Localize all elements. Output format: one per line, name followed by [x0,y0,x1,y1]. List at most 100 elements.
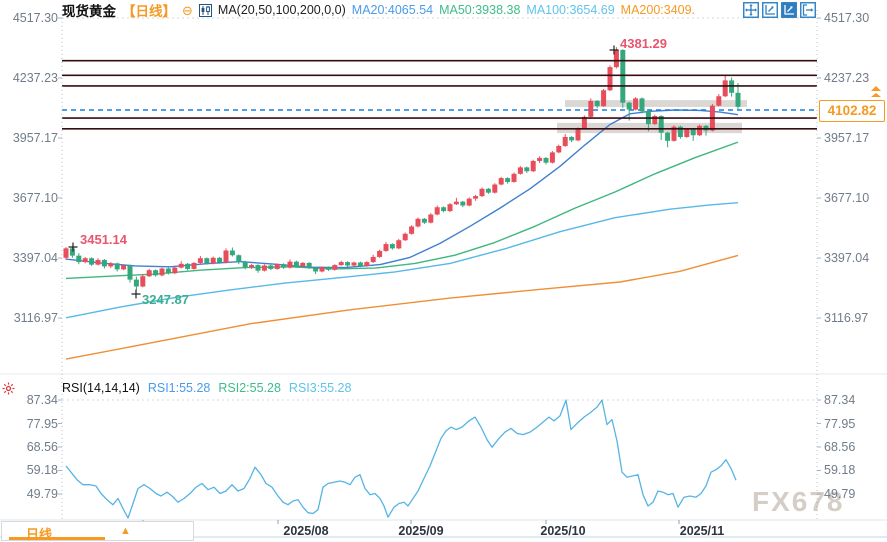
candle-body [191,262,197,269]
x-axis-label: 2025/11 [679,524,725,538]
candle-body [716,96,722,106]
crosshair-move-icon[interactable] [743,2,759,18]
candle-body [76,255,82,263]
candle-body [197,258,203,263]
candle-body [313,267,319,272]
candle-body [364,262,370,266]
candle-body [466,198,472,206]
rsi-axis-label-right: 87.34 [824,393,856,407]
x-axis-label: 2025/10 [540,524,586,538]
candle-body [389,244,395,249]
price-axis-label-left: 3116.97 [13,310,58,325]
ma-line-ma100 [65,202,739,319]
tab-daily-interval[interactable]: 日线 ▲ [1,521,194,542]
rsi-line [65,399,737,519]
y-axis-scale-active-icon[interactable] [781,2,797,18]
candle-body [300,262,306,267]
candle-body [217,257,223,263]
candle-body [517,167,523,174]
candle-body [581,116,587,129]
indicator-settings-icon[interactable] [2,382,15,395]
candle-body [114,263,120,270]
candle-body [498,178,504,185]
candle-body [229,250,235,256]
candle-body [460,201,466,206]
candle-body [127,265,133,280]
tab-expand-arrow-icon[interactable]: ▲ [120,525,131,537]
candle-body [274,264,280,269]
candle-body [479,188,485,197]
candle-body [524,167,530,172]
candle-body [351,262,357,266]
candle-body [159,268,165,276]
candle-body [671,126,677,141]
price-axis-label-right: 3677.10 [824,190,870,205]
highlight-band-0 [565,100,747,107]
candle-body [332,265,338,270]
rsi-axis-label-right: 59.18 [824,463,856,478]
candle-body [223,250,229,263]
candle-body [287,261,293,268]
candle-body [402,233,408,241]
interval-tag: 【日线】 [122,4,176,19]
candle-body [537,157,543,161]
candle-body [345,262,351,266]
candle-body [530,160,536,172]
candle-body [319,267,325,272]
candle-body [236,255,242,262]
candle-body [588,100,594,117]
price-axis-label-left: 3397.04 [12,250,58,265]
ma-line-ma20 [65,109,739,269]
candle-body [453,201,459,205]
candle-body [473,196,479,199]
main-chart-header: 现货黄金 【日线】 ⊖ MA(20,50,100,200,0,0) MA20:4… [62,2,696,19]
candle-body [690,129,696,136]
collapse-pane-icon[interactable]: ⊖ [182,2,193,18]
candle-body [441,207,447,212]
candle-body [377,250,383,257]
rsi-settings-label: RSI(14,14,14) [62,380,140,395]
candlestick-chart-icon [198,3,212,17]
current-price-value: 4102.82 [827,103,877,119]
candle-body [396,240,402,249]
rsi2-value: RSI2:55.28 [218,380,281,395]
candle-body [108,263,114,267]
candle-body [607,67,613,91]
candle-body [409,226,415,234]
candle-body [325,267,331,270]
ma50-value: MA50:3938.38 [439,3,521,17]
x-axis-label: 2025/09 [398,524,444,538]
candle-body [204,258,210,264]
annotation-3247.87: 3247.87 [142,292,189,307]
x-axis-label: 2025/08 [283,524,329,538]
highlight-band-1 [557,122,742,134]
rsi-pane-header: RSI(14,14,14) RSI1:55.28 RSI2:55.28 RSI3… [62,380,351,395]
candle-body [735,92,741,107]
price-axis-label-right: 3116.97 [824,310,869,325]
candle-body [562,136,568,146]
candle-body [63,248,69,258]
rsi3-value: RSI3:55.28 [288,380,352,395]
price-axis-label-right: 3957.17 [824,130,870,145]
watermark: FX678 [752,486,845,517]
candle-body [620,49,626,103]
candle-body [89,258,95,265]
candle-body [95,259,101,265]
candle-body [82,258,88,263]
candle-body [677,126,683,137]
candle-body [626,102,632,110]
candle-body [249,265,255,268]
rsi-axis-label-right: 49.79 [824,486,856,501]
candle-body [255,265,261,271]
open-new-window-icon[interactable] [800,2,816,18]
y-axis-scale-icon[interactable] [762,2,778,18]
candle-body [447,204,453,212]
candle-body [242,261,248,268]
candle-body [485,188,491,193]
ma200-value: MA200:3409. [620,3,696,17]
symbol-title: 现货黄金 [62,4,116,19]
candle-body [357,262,363,266]
candle-body [549,152,555,163]
annotation-3451.14: 3451.14 [80,232,127,247]
